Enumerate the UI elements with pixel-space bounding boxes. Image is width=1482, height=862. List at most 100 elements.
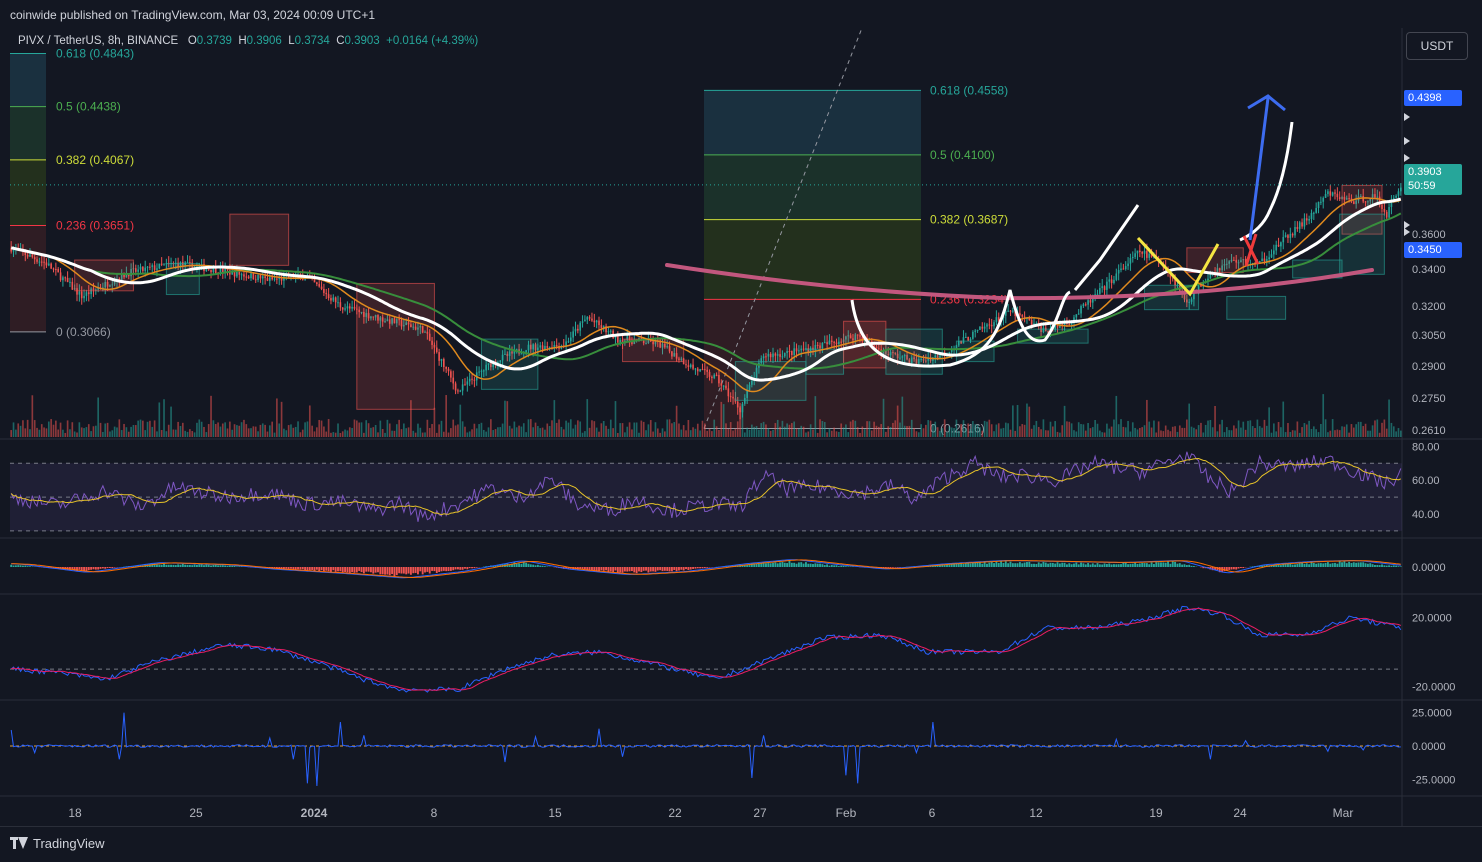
macd-histogram-bar bbox=[838, 566, 840, 567]
volume-bar bbox=[220, 427, 222, 437]
volume-bar bbox=[478, 424, 480, 437]
volume-bar bbox=[949, 426, 951, 437]
volume-bar bbox=[563, 429, 565, 437]
macd-histogram-bar bbox=[657, 567, 659, 570]
volume-bar bbox=[29, 429, 31, 437]
volume-bar bbox=[1174, 426, 1176, 437]
volume-bar bbox=[396, 424, 398, 437]
candle bbox=[335, 297, 337, 302]
volume-bar bbox=[516, 427, 518, 437]
candle bbox=[784, 353, 786, 356]
macd-histogram-bar bbox=[1327, 562, 1329, 567]
volume-bar bbox=[551, 420, 553, 437]
volume-bar bbox=[311, 426, 313, 437]
candle bbox=[62, 277, 64, 280]
volume-bar bbox=[1299, 433, 1301, 437]
macd-histogram-bar bbox=[1108, 563, 1110, 567]
currency-button[interactable]: USDT bbox=[1406, 32, 1468, 60]
price-axis-tick: 0.2610 bbox=[1412, 425, 1446, 437]
tradingview-logo[interactable]: TradingView bbox=[10, 836, 105, 851]
volume-bar bbox=[843, 427, 845, 437]
macd-histogram-bar bbox=[1115, 564, 1117, 567]
volume-bar bbox=[629, 422, 631, 437]
volume-bar bbox=[506, 401, 508, 437]
candle bbox=[1318, 202, 1320, 208]
candle bbox=[455, 383, 457, 390]
candle bbox=[789, 351, 791, 352]
candle bbox=[593, 321, 595, 323]
candle bbox=[83, 296, 85, 298]
volume-bar bbox=[307, 421, 309, 437]
volume-bar bbox=[525, 432, 527, 437]
macd-histogram-bar bbox=[600, 567, 602, 570]
volume-bar bbox=[847, 432, 849, 437]
volume-bar bbox=[685, 430, 687, 437]
volume-bar bbox=[1038, 427, 1040, 437]
volume-bar bbox=[36, 428, 38, 437]
volume-bar bbox=[391, 431, 393, 437]
price-axis-tick: 0.3400 bbox=[1412, 264, 1446, 276]
volume-bar bbox=[13, 422, 15, 437]
price-axis-marker-icon bbox=[1404, 154, 1410, 162]
macd-histogram-bar bbox=[652, 567, 654, 571]
candle bbox=[163, 264, 165, 265]
macd-histogram-bar bbox=[784, 563, 786, 567]
volume-bar bbox=[184, 431, 186, 437]
macd-histogram-bar bbox=[1101, 564, 1103, 567]
macd-histogram-bar bbox=[1334, 563, 1336, 567]
volume-bar bbox=[1085, 431, 1087, 437]
macd-histogram-bar bbox=[309, 567, 311, 570]
volume-bar bbox=[1165, 426, 1167, 437]
candle bbox=[1080, 306, 1082, 313]
time-axis-tick: 12 bbox=[1029, 806, 1043, 820]
macd-histogram-bar bbox=[1120, 564, 1122, 567]
spike-axis-tick: 25.0000 bbox=[1412, 708, 1452, 720]
volume-bar bbox=[81, 427, 83, 437]
volume-bar bbox=[1012, 405, 1014, 437]
time-axis-tick: Mar bbox=[1333, 806, 1354, 820]
candle bbox=[1282, 237, 1284, 242]
candle bbox=[556, 345, 558, 346]
volume-bar bbox=[1036, 421, 1038, 437]
candle bbox=[1337, 194, 1339, 197]
close-label: C bbox=[336, 35, 344, 47]
candle bbox=[1329, 191, 1331, 195]
volume-bar bbox=[591, 420, 593, 437]
volume-bar bbox=[1066, 421, 1068, 437]
volume-bar bbox=[1090, 428, 1092, 437]
volume-bar bbox=[285, 430, 287, 437]
macd-histogram-bar bbox=[528, 564, 530, 567]
volume-bar bbox=[86, 427, 88, 437]
volume-bar bbox=[706, 431, 708, 437]
candle bbox=[250, 273, 252, 278]
macd-histogram-bar bbox=[344, 567, 346, 572]
volume-bar bbox=[241, 422, 243, 437]
candle bbox=[986, 324, 988, 326]
candle bbox=[452, 378, 454, 384]
volume-bar bbox=[989, 420, 991, 437]
volume-bar bbox=[509, 426, 511, 437]
macd-histogram-bar bbox=[1228, 567, 1230, 570]
macd-histogram-bar bbox=[88, 567, 90, 570]
volume-bar bbox=[1181, 428, 1183, 437]
volume-bar bbox=[631, 429, 633, 437]
fib_right-zone bbox=[704, 220, 921, 300]
macd-histogram-bar bbox=[636, 567, 638, 573]
macd-histogram-bar bbox=[1021, 563, 1023, 567]
macd-histogram-bar bbox=[789, 561, 791, 567]
volume-bar bbox=[822, 421, 824, 437]
volume-bar bbox=[419, 428, 421, 437]
volume-bar bbox=[304, 422, 306, 437]
macd-histogram-bar bbox=[767, 563, 769, 567]
volume-bar bbox=[1195, 429, 1197, 437]
candle bbox=[1078, 313, 1080, 314]
macd-histogram-bar bbox=[777, 563, 779, 567]
volume-bar bbox=[624, 432, 626, 437]
macd-histogram-bar bbox=[1071, 564, 1073, 567]
volume-bar bbox=[488, 427, 490, 437]
candle bbox=[462, 384, 464, 390]
candle bbox=[69, 282, 71, 283]
macd-histogram-bar bbox=[379, 567, 381, 574]
macd-histogram-bar bbox=[330, 567, 332, 572]
